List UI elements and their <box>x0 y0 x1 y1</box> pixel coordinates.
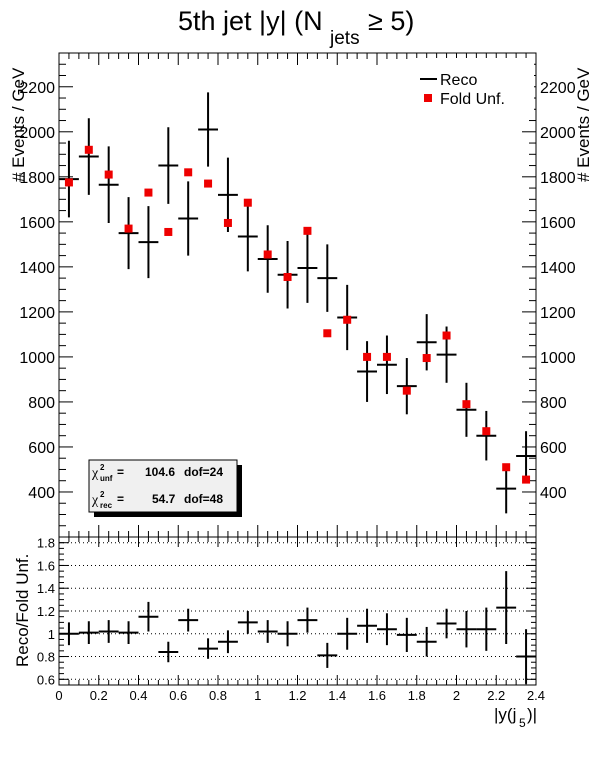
main-axis-ticks: 400 400 600 600 800 800 1000 1000 1200 1200 1400 14… <box>19 52 576 537</box>
ratio-y-tick-label: 0.8 <box>37 650 55 665</box>
main-y-tick-label-left: 1800 <box>19 170 55 187</box>
y-axis-label-left: # Events / GeV <box>9 67 28 182</box>
foldunf-point <box>243 198 252 207</box>
main-y-tick-label-left: 1400 <box>19 260 55 277</box>
main-y-tick-label-left: 600 <box>28 440 55 457</box>
foldunf-point <box>462 400 471 409</box>
ratio-y-axis-label: Reco/Fold Unf. <box>13 554 32 667</box>
chi2-value-unf: 104.6 <box>145 465 175 479</box>
x-tick-label: 0 <box>55 688 62 703</box>
chart-title: 5th jet |y| (N <box>178 6 323 36</box>
main-y-tick-label-left: 400 <box>28 485 55 502</box>
main-y-tick-label-left: 800 <box>28 395 55 412</box>
chi2-superscript-unf: 2 <box>100 463 105 472</box>
x-tick-label: 1.2 <box>288 688 306 703</box>
main-y-tick-label-right: 600 <box>540 440 567 457</box>
chi2-symbol-rec: χ <box>91 493 99 508</box>
main-data-marks <box>59 92 536 514</box>
ratio-gridlines <box>59 542 536 680</box>
legend-reco-label: Reco <box>440 72 477 89</box>
x-tick-label: 1 <box>254 688 261 703</box>
x-axis-label: |y(j <box>494 705 516 724</box>
chi2-sub-unf: unf <box>100 474 113 483</box>
x-tick-label: 0.6 <box>169 688 187 703</box>
main-y-tick-label-left: 1000 <box>19 350 55 367</box>
foldunf-point <box>263 250 272 259</box>
legend-box <box>416 58 534 110</box>
foldunf-point <box>64 178 73 187</box>
foldunf-point <box>303 226 312 235</box>
foldunf-point <box>184 168 193 177</box>
foldunf-point <box>343 315 352 324</box>
ratio-plot-frame <box>58 536 537 686</box>
ratio-data-marks <box>59 571 536 684</box>
chi2-dof-unf: dof=24 <box>184 465 223 479</box>
x-axis-label-tail: )| <box>527 705 537 724</box>
foldunf-point <box>144 188 153 197</box>
chi2-equals-rec: = <box>117 492 124 506</box>
chi2-sub-rec: rec <box>100 501 113 510</box>
chi2-box-panel <box>88 459 238 513</box>
main-y-tick-label-right: 400 <box>540 485 567 502</box>
main-y-tick-label-right: 1000 <box>540 350 576 367</box>
ratio-y-tick-label: 1.2 <box>37 604 55 619</box>
x-tick-label: 2.4 <box>527 688 545 703</box>
main-y-tick-label-right: 2200 <box>540 80 576 97</box>
main-y-tick-label-left: 1600 <box>19 215 55 232</box>
chi2-superscript-rec: 2 <box>100 490 105 499</box>
foldunf-point <box>442 331 451 340</box>
main-y-tick-label-right: 800 <box>540 395 567 412</box>
foldunf-point <box>422 354 431 363</box>
main-y-tick-label-right: 1400 <box>540 260 576 277</box>
chart-title-tail: ≥ 5) <box>368 6 414 36</box>
x-tick-label: 2.2 <box>487 688 505 703</box>
foldunf-point <box>164 227 173 236</box>
x-tick-label: 2 <box>453 688 460 703</box>
foldunf-point <box>363 352 372 361</box>
foldunf-point <box>482 427 491 436</box>
chi2-box: χ 2 unf = 104.6 dof=24 χ 2 rec = 54.7 do… <box>88 459 242 517</box>
ratio-axis-ticks: 0.6 0.8 1 1.2 1.4 1.6 1.8 0 0.2 0.4 0.6 0.8 1 1.2 1.4 1… <box>37 536 545 703</box>
foldunf-point <box>283 272 292 281</box>
chart-title-subscript: jets <box>329 28 360 49</box>
x-tick-label: 1.6 <box>368 688 386 703</box>
main-y-tick-label-right: 1600 <box>540 215 576 232</box>
x-tick-label: 0.8 <box>209 688 227 703</box>
foldunf-point <box>382 352 391 361</box>
y-axis-label-right: # Events / GeV <box>574 67 593 182</box>
ratio-y-tick-label: 1.6 <box>37 558 55 573</box>
chi2-value-rec: 54.7 <box>152 492 176 506</box>
main-y-tick-label-right: 2000 <box>540 125 576 142</box>
main-y-tick-label-left: 2200 <box>19 80 55 97</box>
foldunf-point <box>84 145 93 154</box>
main-y-tick-label-right: 1800 <box>540 170 576 187</box>
main-y-tick-label-left: 1200 <box>19 305 55 322</box>
foldunf-point <box>223 218 232 227</box>
x-tick-label: 1.4 <box>328 688 346 703</box>
x-tick-label: 0.2 <box>90 688 108 703</box>
foldunf-point <box>402 386 411 395</box>
main-y-tick-label-left: 2000 <box>19 125 55 142</box>
main-y-tick-label-right: 1200 <box>540 305 576 322</box>
foldunf-point <box>502 463 511 472</box>
ratio-y-tick-label: 1 <box>48 627 55 642</box>
ratio-y-tick-label: 0.6 <box>37 672 55 687</box>
ratio-y-tick-label: 1.8 <box>37 536 55 551</box>
foldunf-point <box>104 170 113 179</box>
legend: Reco Fold Unf. <box>416 58 534 110</box>
x-axis-label-subscript: 5 <box>519 716 526 730</box>
ratio-y-tick-label: 1.4 <box>37 581 55 596</box>
foldunf-point <box>323 329 332 338</box>
chi2-dof-rec: dof=48 <box>184 492 223 506</box>
legend-foldunf-marker <box>424 94 432 102</box>
chi2-symbol-unf: χ <box>91 466 99 481</box>
foldunf-point <box>204 179 213 188</box>
x-tick-label: 1.8 <box>408 688 426 703</box>
foldunf-point <box>124 224 133 233</box>
foldunf-point <box>522 475 531 484</box>
chi2-equals-unf: = <box>117 465 124 479</box>
legend-foldunf-label: Fold Unf. <box>440 91 505 108</box>
x-tick-label: 0.4 <box>129 688 147 703</box>
